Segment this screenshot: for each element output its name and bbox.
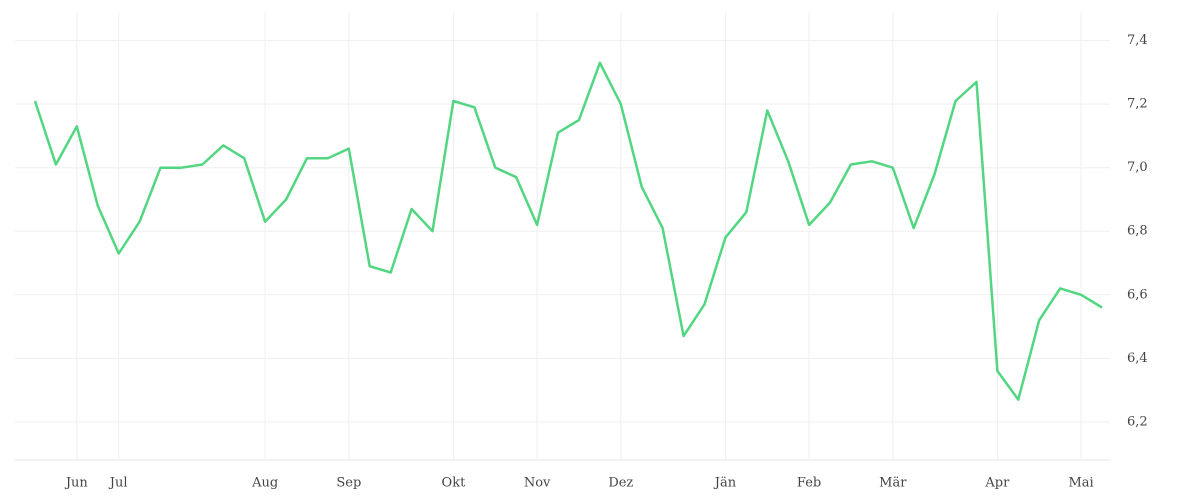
x-tick-label: Nov [524,476,551,491]
x-tick-label: Jän [713,476,737,491]
y-tick-label: 7,2 [1127,97,1148,112]
x-tick-label: Aug [251,476,278,491]
x-tick-label: Jun [64,476,89,491]
y-tick-label: 7,0 [1127,160,1148,175]
line [33,61,1103,401]
x-tick-label: Jul [108,476,128,491]
x-tick-label: Mär [879,476,907,491]
y-tick-label: 6,6 [1127,287,1148,302]
x-tick-label: Feb [797,476,821,491]
x-tick-label: Apr [984,476,1010,491]
x-tick-label: Mai [1068,476,1093,491]
y-tick-label: 6,8 [1127,224,1148,239]
y-tick-label: 6,2 [1127,414,1148,429]
y-tick-label: 7,4 [1127,33,1148,48]
x-tick-label: Dez [608,476,633,491]
y-tick-label: 6,4 [1127,351,1148,366]
x-tick-label: Okt [442,476,467,491]
x-tick-label: Sep [336,476,361,491]
